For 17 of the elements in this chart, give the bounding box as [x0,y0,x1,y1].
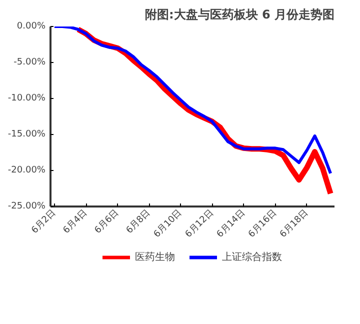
x-tick-label: 6月12日 [184,208,216,240]
x-tick-label: 6月4日 [62,208,90,236]
x-tick-label: 6月16日 [246,208,279,240]
x-tick-label: 6月8日 [124,208,153,236]
line-series [52,26,332,175]
y-tick-label: -15.00% [8,130,46,140]
y-tick-label: 0.00% [16,22,46,32]
chart-title: 附图:大盘与医药板块 6 月份走势图 [144,8,335,22]
x-tick-label: 6月18日 [278,208,310,240]
x-tick-label: 6月6日 [93,208,122,236]
y-tick-label: -20.00% [8,166,46,176]
x-tick-label: 6月14日 [215,208,248,240]
legend-label: 医药生物 [135,250,175,264]
x-tick-label: 6月10日 [152,208,184,240]
y-tick-label: -5.00% [14,58,46,68]
y-tick-label: -10.00% [8,94,46,104]
legend-label: 上证综合指数 [222,250,282,264]
